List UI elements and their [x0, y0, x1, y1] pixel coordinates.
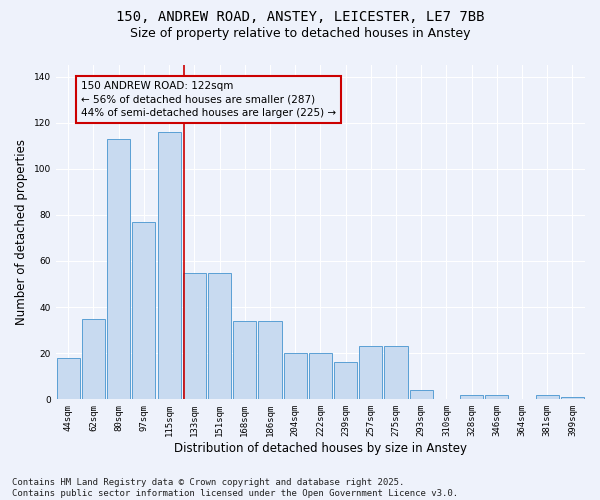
Bar: [208, 272, 231, 400]
Text: Contains HM Land Registry data © Crown copyright and database right 2025.
Contai: Contains HM Land Registry data © Crown c…: [12, 478, 458, 498]
Bar: [536, 394, 559, 400]
Text: 150, ANDREW ROAD, ANSTEY, LEICESTER, LE7 7BB: 150, ANDREW ROAD, ANSTEY, LEICESTER, LE7…: [116, 10, 484, 24]
Bar: [158, 132, 181, 400]
Bar: [56, 358, 80, 400]
Bar: [233, 321, 256, 400]
Bar: [132, 222, 155, 400]
Bar: [284, 353, 307, 400]
Bar: [183, 272, 206, 400]
Bar: [485, 394, 508, 400]
Bar: [82, 318, 105, 400]
Text: Size of property relative to detached houses in Anstey: Size of property relative to detached ho…: [130, 28, 470, 40]
Bar: [410, 390, 433, 400]
Text: 150 ANDREW ROAD: 122sqm
← 56% of detached houses are smaller (287)
44% of semi-d: 150 ANDREW ROAD: 122sqm ← 56% of detache…: [81, 81, 336, 118]
Bar: [359, 346, 382, 400]
Bar: [561, 397, 584, 400]
Bar: [334, 362, 357, 400]
Bar: [385, 346, 407, 400]
Bar: [460, 394, 483, 400]
Bar: [107, 139, 130, 400]
Bar: [259, 321, 281, 400]
Y-axis label: Number of detached properties: Number of detached properties: [15, 139, 28, 325]
Bar: [309, 353, 332, 400]
X-axis label: Distribution of detached houses by size in Anstey: Distribution of detached houses by size …: [174, 442, 467, 455]
